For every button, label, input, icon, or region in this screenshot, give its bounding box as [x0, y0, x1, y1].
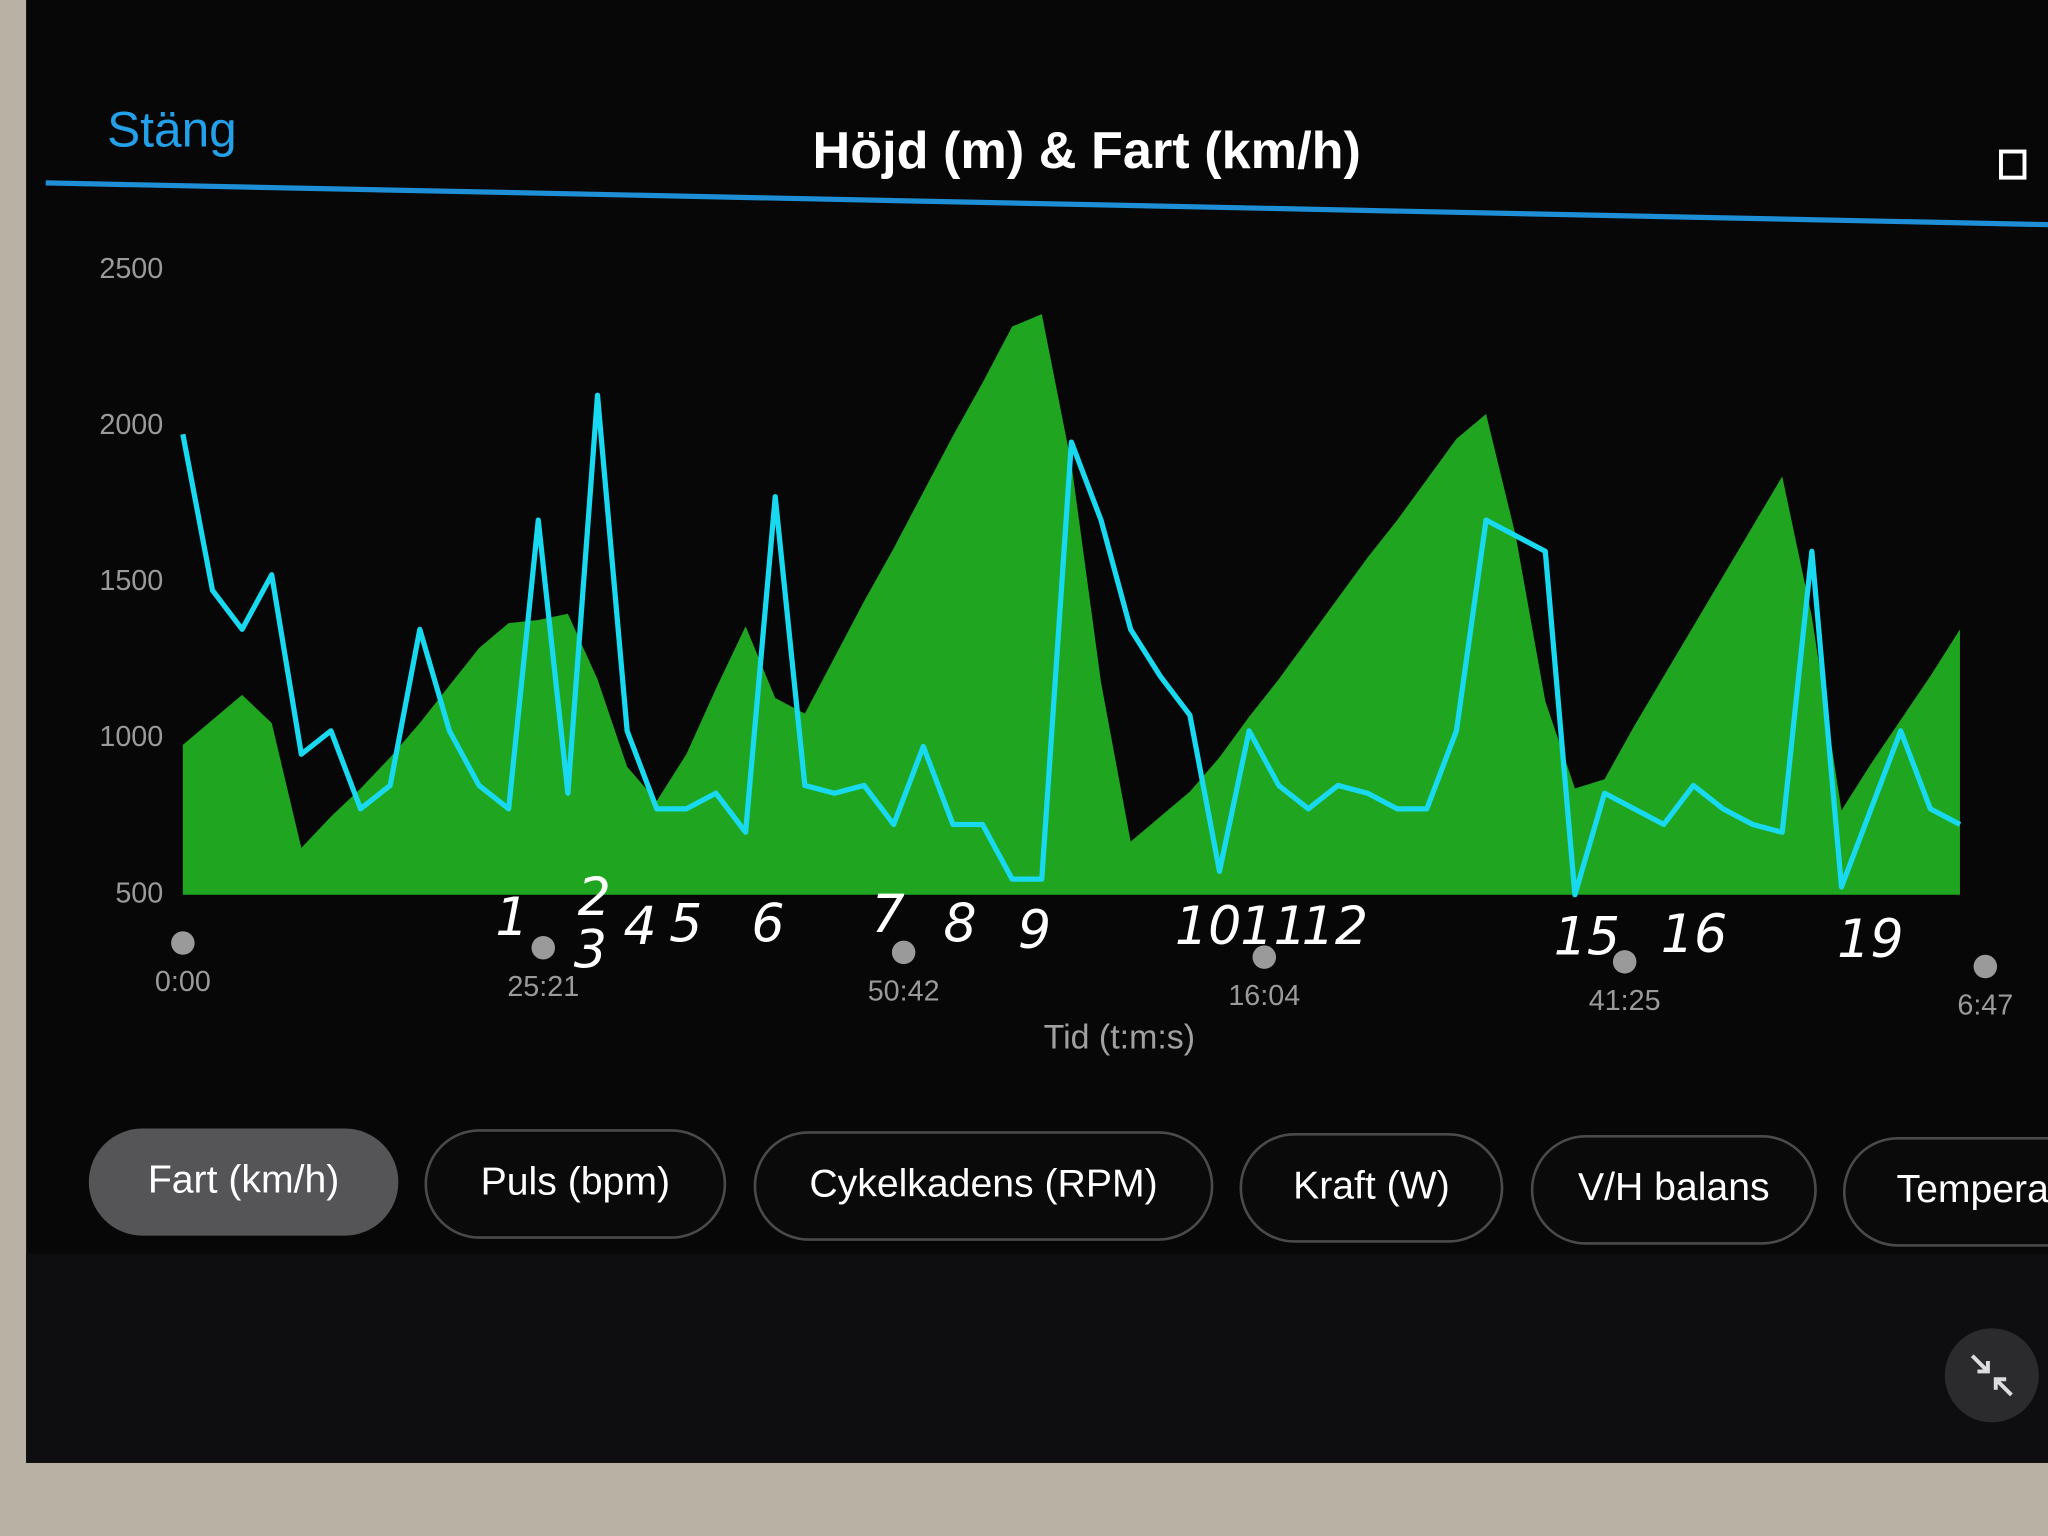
collapse-icon [1970, 1354, 2013, 1397]
annotation: 16 [1661, 905, 1727, 965]
annotation: 10 [1175, 897, 1241, 957]
filter-button-label: Tempera [1896, 1168, 2048, 1211]
filter-button[interactable] [1530, 1135, 1817, 1245]
x-tick-dot [891, 940, 916, 965]
x-tick-label: 6:47 [1957, 990, 2013, 1022]
annotation: 1 [495, 888, 528, 948]
x-tick-dot [531, 935, 556, 960]
annotation: 7 [872, 885, 905, 945]
filter-button[interactable] [88, 1128, 399, 1236]
filter-button[interactable] [1842, 1136, 2048, 1247]
y-tick-label: 2500 [99, 253, 163, 285]
bottom-panel [26, 1253, 2048, 1463]
x-tick-dot [1973, 954, 1998, 979]
button-bar: Fart (km/h) Puls (bpm) Cykelkadens (RPM) Kr… [88, 1128, 2048, 1247]
x-tick-label: 0:00 [155, 966, 211, 998]
filter-button-label: Puls (bpm) [481, 1160, 670, 1203]
x-tick-label: 50:42 [868, 976, 940, 1008]
y-tick-label: 1000 [99, 721, 163, 753]
x-tick-label: 16:04 [1228, 980, 1300, 1012]
elevation-area [182, 314, 1960, 895]
x-axis-label: Tid (t:m:s) [1044, 1019, 1195, 1057]
x-tick-label: 41:25 [1589, 985, 1661, 1017]
filter-button[interactable] [753, 1131, 1214, 1241]
title: Höjd (m) & Fart (km/h) [812, 122, 1360, 180]
annotation: 4 [623, 897, 656, 957]
x-tick-dot [1252, 945, 1277, 969]
collapse-button[interactable] [1944, 1328, 2039, 1423]
speed-line [180, 392, 1962, 898]
filter-button[interactable] [424, 1129, 727, 1239]
filter-button-label: Cykelkadens (RPM) [809, 1162, 1157, 1205]
filter-button-label: Kraft (W) [1293, 1164, 1450, 1207]
annotation: 6 [751, 894, 784, 954]
x-tick-dot [1612, 950, 1637, 974]
x-tick-label: 25:21 [507, 971, 579, 1003]
filter-button[interactable] [1239, 1133, 1504, 1243]
y-tick-label: 2000 [99, 409, 163, 441]
y-tick-label: 1500 [99, 565, 163, 597]
header-line [45, 180, 2048, 228]
x-tick-dot [171, 931, 195, 955]
expand-icon[interactable] [1999, 149, 2027, 180]
annotation: 5 [669, 894, 702, 954]
filter-button-label: V/H balans [1578, 1166, 1770, 1209]
close-button[interactable]: Stäng [107, 101, 237, 157]
filter-button-label: Fart (km/h) [148, 1158, 340, 1201]
annotation: 15 [1554, 907, 1620, 967]
annotation: 2 [578, 868, 611, 928]
annotation: 19 [1837, 910, 1903, 970]
y-tick-label: 500 [115, 877, 163, 909]
annotation: 12 [1302, 897, 1368, 957]
annotation: 9 [1018, 901, 1051, 961]
annotation: 3 [574, 920, 607, 980]
annotation: 11 [1240, 897, 1306, 957]
annotation: 8 [943, 894, 976, 954]
